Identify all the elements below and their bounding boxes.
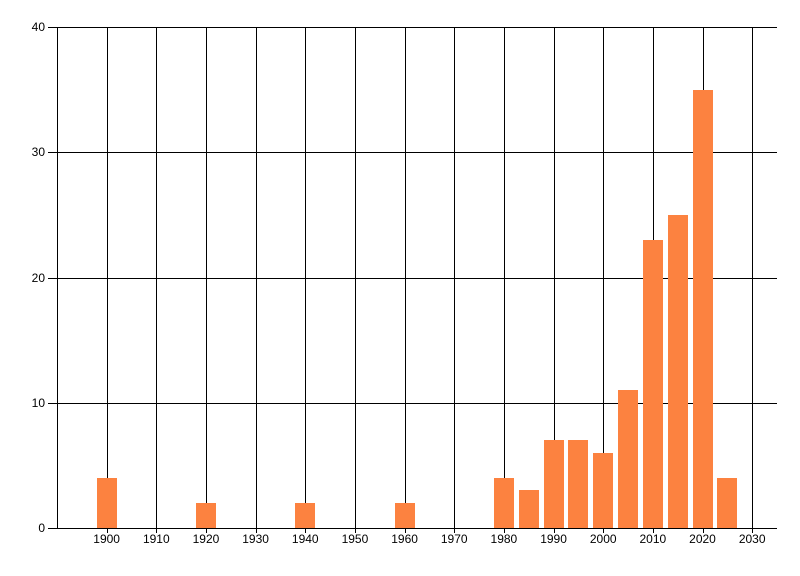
x-gridline: [354, 27, 356, 533]
x-tick-label: 1920: [192, 532, 220, 546]
x-tick-label: 1940: [291, 532, 319, 546]
bar: [618, 390, 639, 528]
x-tick-label: 1910: [142, 532, 170, 546]
bar: [394, 502, 415, 528]
x-tick-label: 2030: [738, 532, 766, 546]
bar: [518, 490, 539, 528]
x-tick-label: 1960: [391, 532, 418, 546]
bar: [692, 89, 713, 528]
x-tick-label: 1950: [341, 532, 369, 546]
x-tick-label: 1900: [93, 532, 120, 546]
y-tick-label: 30: [31, 145, 45, 160]
x-gridline: [255, 27, 257, 533]
y-gridline: [48, 27, 777, 28]
y-axis-line: [57, 27, 58, 528]
bar: [593, 452, 614, 528]
bar: [667, 214, 688, 528]
bar: [717, 477, 738, 528]
y-tick-label: 0: [38, 521, 45, 535]
x-tick-label: 2010: [639, 532, 667, 546]
y-gridline: [48, 277, 777, 279]
x-tick-label: 1930: [242, 532, 269, 546]
y-tick-label: 40: [31, 20, 45, 34]
x-tick-label: 2000: [589, 532, 617, 546]
y-gridline: [48, 402, 777, 404]
x-gridline: [553, 27, 555, 533]
bar: [543, 440, 564, 528]
y-gridline: [48, 528, 777, 529]
x-gridline: [454, 27, 456, 533]
bar: [642, 239, 663, 528]
x-gridline: [503, 27, 505, 533]
y-tick-label: 10: [31, 395, 45, 410]
x-gridline: [106, 27, 108, 533]
x-gridline: [603, 27, 605, 533]
y-gridline: [48, 152, 777, 154]
x-tick-label: 1970: [440, 532, 468, 546]
bar: [195, 502, 216, 528]
x-gridline: [156, 27, 158, 533]
bar: [493, 477, 514, 528]
x-tick-label: 1980: [490, 532, 518, 546]
bar: [96, 477, 117, 528]
x-gridline: [305, 27, 307, 533]
x-gridline: [404, 27, 406, 533]
x-tick-label: 1990: [540, 532, 567, 546]
x-gridline: [752, 27, 754, 533]
bar: [568, 440, 589, 528]
bar: [295, 502, 316, 528]
x-gridline: [205, 27, 207, 533]
y-tick-label: 20: [31, 270, 45, 285]
x-tick-label: 2020: [689, 532, 716, 546]
